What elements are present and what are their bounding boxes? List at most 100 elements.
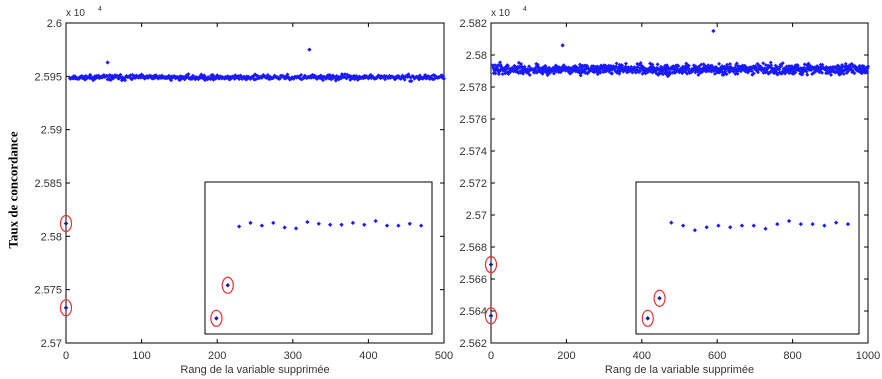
y-exponent-power: 4 xyxy=(523,6,527,13)
y-tick-label: 2.568 xyxy=(459,242,487,254)
x-tick-label: 600 xyxy=(708,350,726,362)
inset-plot-area xyxy=(204,181,433,335)
y-tick-label: 2.564 xyxy=(459,306,487,318)
x-tick-label: 500 xyxy=(435,350,453,362)
y-tick-label: 2.57 xyxy=(41,338,62,350)
inset-data-point xyxy=(362,222,367,227)
y-tick-label: 2.6 xyxy=(47,18,62,30)
highlight-circle xyxy=(59,214,73,233)
inset-data-point xyxy=(739,223,745,228)
y-exponent-label: x 10 xyxy=(66,8,85,19)
inset-data-point xyxy=(305,219,310,225)
inset-data-point xyxy=(419,223,424,228)
inset-data-point xyxy=(282,225,287,230)
y-tick-label: 2.578 xyxy=(459,82,487,94)
highlighted-point xyxy=(63,221,69,226)
y-tick-label: 2.585 xyxy=(34,178,62,190)
x-axis-label: Rang de la variable supprimée xyxy=(605,364,754,376)
x-tick-label: 0 xyxy=(488,350,494,362)
y-tick-label: 2.582 xyxy=(459,18,487,30)
inset-highlight-circle xyxy=(221,276,234,294)
y-tick-label: 2.57 xyxy=(466,210,487,222)
inset-highlight-circle xyxy=(210,309,223,327)
inset-highlighted-point xyxy=(657,295,662,301)
inset-data-point xyxy=(350,220,356,225)
x-tick-label: 100 xyxy=(132,350,150,362)
y-tick-label: 2.566 xyxy=(459,274,487,286)
inset-data-point xyxy=(680,223,686,228)
inset-highlighted-point xyxy=(645,316,651,321)
y-exponent-label: x 10 xyxy=(491,8,510,19)
highlighted-point xyxy=(488,262,494,267)
inset-data-point xyxy=(248,220,253,225)
inset-plot-area xyxy=(635,181,860,335)
data-point xyxy=(493,71,498,76)
inset-data-point xyxy=(775,221,780,227)
data-point xyxy=(186,72,191,77)
x-tick-label: 200 xyxy=(557,350,575,362)
y-tick-label: 2.562 xyxy=(459,338,487,350)
data-point xyxy=(500,72,505,77)
inset-data-point xyxy=(259,223,265,228)
inset-data-point xyxy=(271,220,276,225)
inset-data-point xyxy=(316,221,321,226)
inset-data-point xyxy=(704,225,709,230)
y-tick-label: 2.595 xyxy=(34,71,62,83)
inset-highlight-circle xyxy=(653,289,666,307)
highlighted-point xyxy=(63,305,69,311)
data-point xyxy=(505,63,510,68)
y-tick-label: 2.572 xyxy=(459,178,487,190)
x-tick-label: 400 xyxy=(633,350,651,362)
data-point xyxy=(490,63,495,68)
y-tick-label: 2.574 xyxy=(459,146,487,158)
inset-data-point xyxy=(396,223,401,228)
data-point xyxy=(122,78,127,83)
data-point xyxy=(299,72,304,77)
data-point xyxy=(118,72,123,77)
y-tick-label: 2.575 xyxy=(34,285,62,297)
x-tick-label: 800 xyxy=(783,350,801,362)
inset-data-point xyxy=(822,223,827,228)
data-point xyxy=(265,72,270,77)
data-point-peak xyxy=(105,60,110,65)
data-point xyxy=(321,78,326,83)
data-point xyxy=(169,78,174,83)
y-tick-label: 2.58 xyxy=(466,50,487,62)
inset-data-point xyxy=(728,225,733,230)
inset-data-point xyxy=(810,221,815,227)
inset-data-point xyxy=(669,220,674,225)
inset-data-point xyxy=(834,220,839,225)
x-tick-label: 400 xyxy=(359,350,377,362)
inset-data-point xyxy=(237,224,242,229)
x-axis-label: Rang de la variable supprimée xyxy=(180,364,329,376)
x-tick-label: 0 xyxy=(63,350,69,362)
data-point xyxy=(402,77,407,82)
inset-data-point xyxy=(293,226,299,231)
y-tick-label: 2.576 xyxy=(459,114,487,126)
highlight-circle xyxy=(59,299,73,317)
highlight-circle xyxy=(484,256,498,274)
inset-data-point xyxy=(373,218,378,224)
y-exponent-power: 4 xyxy=(98,6,102,13)
inset-highlight-circle xyxy=(641,309,654,327)
x-tick-label: 1000 xyxy=(856,350,880,362)
inset-data-point xyxy=(763,226,768,231)
inset-data-point xyxy=(786,218,792,224)
inset-data-point xyxy=(384,223,390,228)
data-point xyxy=(237,77,242,82)
data-point xyxy=(285,72,290,77)
inset-data-point xyxy=(716,223,721,228)
highlight-circle xyxy=(484,307,498,325)
inset-data-point xyxy=(751,223,756,228)
x-tick-label: 300 xyxy=(284,350,302,362)
highlighted-point xyxy=(488,313,494,319)
x-tick-label: 200 xyxy=(208,350,226,362)
inset-data-point xyxy=(407,221,412,226)
y-tick-label: 2.58 xyxy=(41,231,62,243)
inset-data-point xyxy=(339,222,344,227)
inset-data-point xyxy=(328,222,333,227)
y-tick-label: 2.59 xyxy=(41,125,62,137)
inset-data-point xyxy=(845,221,851,227)
